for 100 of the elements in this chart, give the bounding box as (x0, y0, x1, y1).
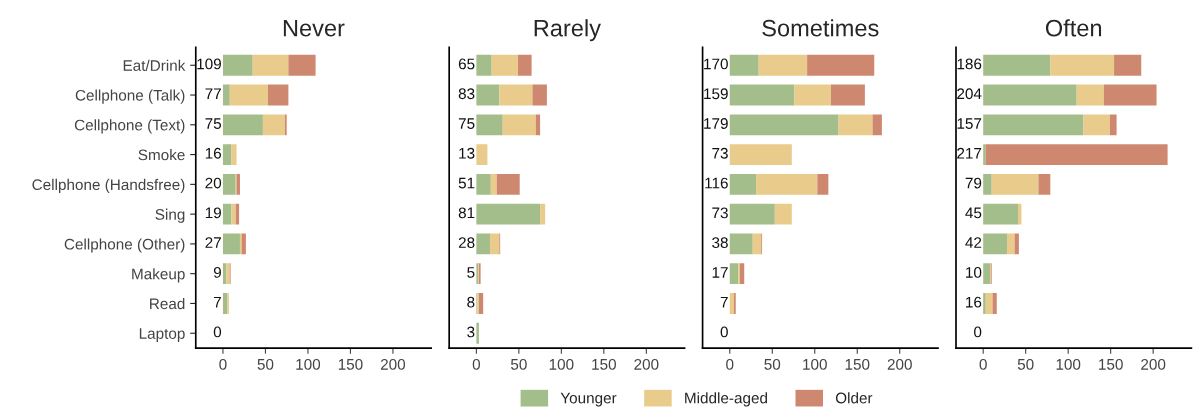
bar (518, 54, 532, 76)
bar (1109, 114, 1117, 136)
bar (262, 114, 285, 136)
total-label: 51 (458, 177, 475, 189)
bar (241, 233, 246, 255)
bar (1083, 114, 1110, 136)
legend-label: Older (835, 392, 873, 404)
total-label: 7 (720, 296, 728, 308)
y-tick-label: Sing (155, 208, 185, 223)
total-label: 17 (712, 267, 728, 278)
bar (231, 203, 236, 225)
bar (729, 203, 775, 225)
bar (739, 263, 745, 285)
bar (1038, 173, 1051, 195)
total-label: 170 (704, 58, 728, 70)
x-tick-label: 150 (592, 358, 616, 370)
bar (478, 293, 484, 314)
bar (476, 84, 500, 106)
bar (1076, 84, 1104, 106)
total-label: 16 (205, 147, 222, 159)
legend-label: Younger (560, 392, 617, 407)
bar (476, 114, 503, 136)
total-label: 45 (965, 207, 982, 219)
total-label: 8 (467, 296, 475, 308)
bar (1103, 84, 1157, 106)
bar (532, 84, 547, 106)
bar (222, 144, 232, 165)
x-tick-label: 100 (803, 358, 827, 370)
y-tick-label: Makeup (132, 268, 185, 283)
x-tick-label: 50 (764, 358, 781, 370)
x-tick-label: 0 (219, 358, 227, 370)
total-label: 217 (957, 147, 982, 159)
bar (491, 54, 519, 76)
bar (476, 144, 488, 165)
bar (476, 54, 492, 76)
x-tick-label: 0 (472, 358, 481, 370)
total-label: 28 (458, 237, 475, 249)
bar (229, 84, 268, 106)
x-tick-label: 100 (1056, 358, 1081, 370)
total-label: 109 (197, 58, 221, 70)
bar (756, 173, 818, 195)
bar (1014, 233, 1019, 255)
bar (729, 114, 839, 136)
total-label: 27 (205, 237, 221, 248)
bar (222, 203, 232, 225)
bar (231, 144, 237, 165)
bar (222, 233, 240, 255)
bar (985, 144, 1168, 165)
y-tick-label: Cellphone (Other) (64, 238, 185, 253)
bar (983, 54, 1051, 76)
chart-title: Rarely (534, 19, 601, 42)
y-tick-label: Cellphone (Talk) (75, 89, 185, 104)
bar (729, 173, 757, 195)
bar (983, 114, 1084, 136)
bar (496, 173, 520, 195)
total-label: 159 (704, 88, 728, 100)
total-label: 157 (957, 118, 982, 129)
bar (830, 84, 865, 106)
y-tick-label: Smoke (138, 149, 185, 161)
total-label: 38 (712, 237, 728, 249)
x-tick-label: 100 (296, 358, 321, 370)
bar (983, 203, 1019, 225)
bar (1006, 233, 1015, 255)
total-label: 0 (974, 326, 982, 338)
bar (774, 203, 792, 225)
bar (1050, 54, 1115, 76)
total-label: 3 (467, 326, 475, 338)
x-tick-label: 200 (634, 358, 659, 370)
x-tick-label: 0 (979, 358, 987, 370)
chart-title: Never (283, 20, 345, 37)
bar (476, 203, 541, 225)
total-label: 186 (957, 58, 982, 70)
bar (983, 293, 986, 314)
total-label: 19 (205, 207, 221, 219)
legend-label: Middle-aged (685, 392, 767, 407)
bar (268, 84, 289, 106)
total-label: 65 (458, 58, 475, 70)
total-label: 73 (712, 207, 728, 219)
bar (983, 263, 990, 285)
y-tick-label: Eat/Drink (123, 59, 186, 71)
bar (983, 144, 986, 165)
bar (476, 233, 490, 255)
bar (540, 203, 546, 225)
y-tick-label: Cellphone (Handsfree) (32, 178, 185, 194)
total-label: 73 (712, 147, 728, 159)
total-label: 7 (213, 296, 221, 308)
x-tick-label: 150 (845, 358, 870, 370)
y-tick-label: Read (150, 297, 185, 310)
bar (807, 54, 875, 76)
bar (222, 114, 263, 136)
bar (983, 233, 1007, 255)
bar (838, 114, 873, 136)
total-label: 10 (966, 266, 982, 278)
bar (729, 54, 759, 76)
y-tick-label: Laptop (139, 328, 185, 342)
bar (991, 173, 1039, 195)
total-label: 42 (965, 237, 982, 248)
bar (222, 293, 228, 314)
bar (758, 54, 808, 76)
bar (535, 114, 541, 136)
